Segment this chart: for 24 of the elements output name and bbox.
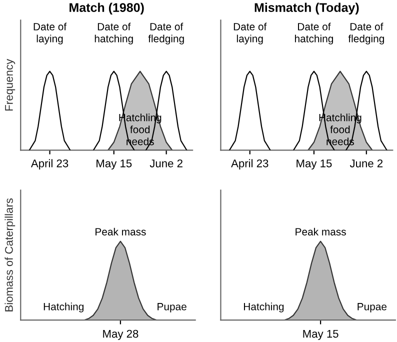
text: May 28 [103, 330, 138, 340]
x-tick-label: April 23 [30, 159, 68, 170]
text: Peak mass [296, 228, 346, 236]
text: Date of hatching [94, 22, 133, 44]
chart-title: Mismatch (Today) [254, 2, 359, 14]
text: May 15 [303, 330, 338, 340]
annotation: Hatching [44, 302, 84, 312]
x-tick-label: June 2 [350, 159, 383, 168]
text: Date of hatching [295, 22, 333, 44]
annotation: Hatching [244, 302, 284, 312]
annotation: Pupae [358, 303, 387, 312]
text: Date of laying [234, 22, 267, 44]
text: Date of laying [34, 22, 67, 44]
y-axis-title: Frequency [5, 58, 16, 110]
text: Date of fledging [148, 22, 184, 44]
x-tick-label: April 23 [231, 159, 268, 170]
y-axis-title: Biomass of Caterpillars [4, 198, 16, 312]
text: Date of fledging [348, 22, 384, 44]
x-tick-label: May 15 [96, 160, 132, 170]
chart-title: Match (1980) [70, 2, 144, 14]
x-tick-label: June 2 [150, 159, 182, 168]
annotation: Pupae [158, 303, 186, 312]
x-tick-label: May 15 [296, 160, 332, 170]
text: Peak mass [96, 228, 146, 236]
